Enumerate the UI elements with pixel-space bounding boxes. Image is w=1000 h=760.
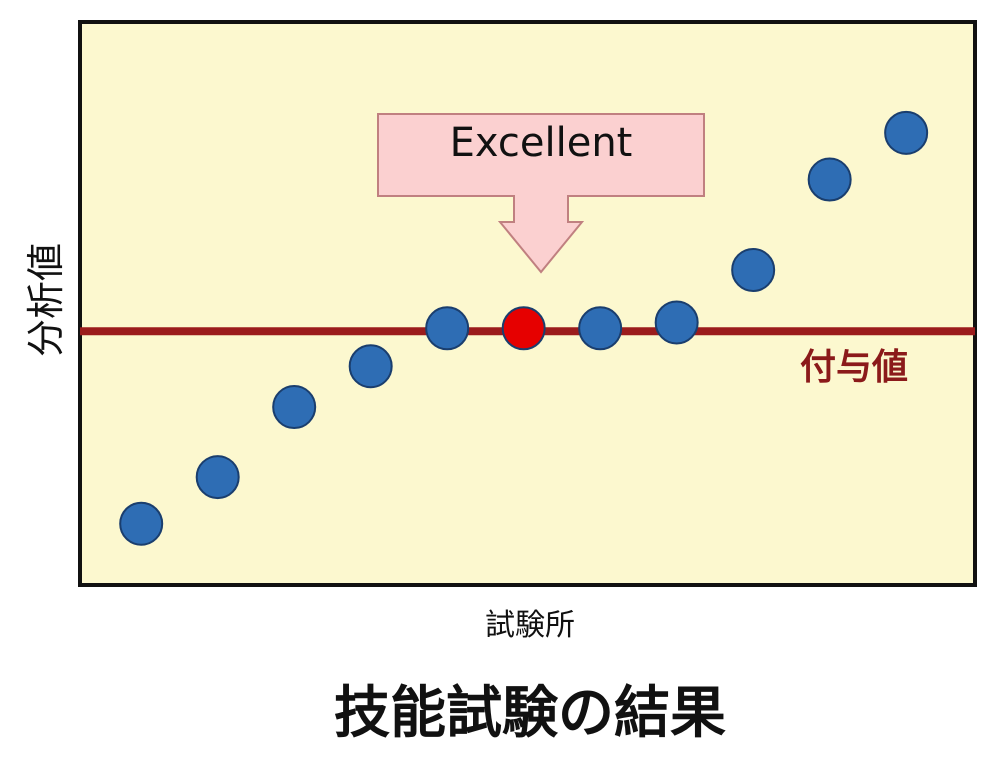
- data-point: [731, 247, 776, 292]
- data-point: [578, 306, 623, 351]
- callout-text: Excellent: [449, 120, 633, 166]
- data-point: [272, 385, 317, 430]
- data-points: [119, 110, 929, 546]
- data-point: [195, 455, 240, 500]
- highlighted-data-point: [501, 306, 546, 351]
- data-point: [119, 501, 164, 546]
- data-point: [425, 306, 470, 351]
- x-axis-label: 試験所: [485, 608, 575, 643]
- y-axis-label: 分析値: [23, 242, 68, 357]
- data-point: [807, 157, 852, 202]
- callout-arrow: [377, 113, 705, 274]
- reference-line-label: 付与値: [800, 347, 909, 388]
- plot-area: [78, 20, 977, 587]
- data-point: [348, 344, 393, 389]
- data-point: [654, 300, 699, 345]
- data-point: [884, 110, 929, 155]
- chart-title: 技能試験の結果: [334, 681, 726, 746]
